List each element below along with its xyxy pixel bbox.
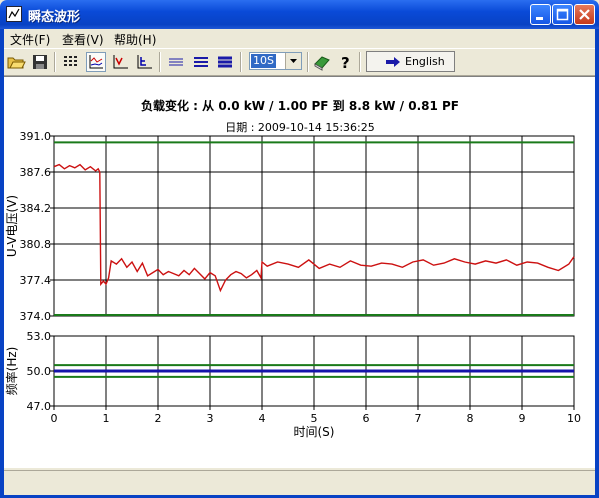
x-tick-label: 5 bbox=[311, 412, 318, 425]
svg-text:?: ? bbox=[341, 54, 350, 72]
chevron-down-icon[interactable] bbox=[285, 53, 301, 69]
table-icon[interactable] bbox=[61, 52, 81, 72]
x-tick-label: 4 bbox=[259, 412, 266, 425]
title-bar: 瞬态波形 bbox=[0, 0, 599, 29]
menu-bar: 文件(F) 查看(V) 帮助(H) bbox=[4, 29, 595, 47]
y-tick-label: 384.2 bbox=[20, 202, 52, 215]
x-tick-label: 6 bbox=[363, 412, 370, 425]
y-tick-label: 47.0 bbox=[27, 400, 52, 413]
line-thick-icon[interactable] bbox=[215, 52, 235, 72]
y-tick-label: 377.4 bbox=[20, 274, 52, 287]
menu-view[interactable]: 查看(V) bbox=[62, 33, 104, 47]
x-tick-label: 7 bbox=[415, 412, 422, 425]
toolbar-separator bbox=[54, 52, 56, 72]
x-tick-label: 2 bbox=[155, 412, 162, 425]
toolbar-separator bbox=[159, 52, 161, 72]
time-range-value: 10S bbox=[251, 54, 276, 68]
chart-volt-icon[interactable] bbox=[111, 52, 131, 72]
y-tick-label: 374.0 bbox=[20, 310, 52, 323]
status-bar bbox=[4, 470, 595, 495]
y-tick-label: 380.8 bbox=[20, 238, 52, 251]
chart-title: 负载变化 : 从 0.0 kW / 1.00 PF 到 8.8 kW / 0.8… bbox=[141, 98, 459, 113]
chart-area: 负载变化 : 从 0.0 kW / 1.00 PF 到 8.8 kW / 0.8… bbox=[4, 76, 595, 468]
book-icon[interactable] bbox=[312, 52, 332, 72]
line-medium-icon[interactable] bbox=[191, 52, 211, 72]
toolbar-separator bbox=[307, 52, 309, 72]
open-icon[interactable] bbox=[6, 52, 26, 72]
menu-help[interactable]: 帮助(H) bbox=[114, 33, 157, 47]
x-tick-label: 1 bbox=[103, 412, 110, 425]
x-tick-label: 0 bbox=[51, 412, 58, 425]
maximize-button[interactable] bbox=[552, 4, 573, 25]
toolbar-separator bbox=[240, 52, 242, 72]
window-frame bbox=[0, 29, 599, 498]
series-line-voltage bbox=[53, 163, 575, 293]
time-range-select[interactable]: 10S bbox=[249, 52, 302, 70]
x-tick-label: 10 bbox=[567, 412, 581, 425]
y-tick-label: 387.6 bbox=[20, 166, 52, 179]
x-tick-label: 9 bbox=[519, 412, 526, 425]
toolbar: 10S ? English bbox=[4, 48, 595, 76]
menu-file[interactable]: 文件(F) bbox=[10, 33, 51, 47]
y-axis-label-voltage: U-V电压(V) bbox=[5, 195, 19, 257]
x-tick-label: 8 bbox=[467, 412, 474, 425]
toolbar-separator bbox=[359, 52, 361, 72]
chart-freq-icon[interactable] bbox=[135, 52, 155, 72]
y-tick-label: 50.0 bbox=[27, 365, 52, 378]
y-tick-label: 391.0 bbox=[20, 130, 52, 143]
app-icon[interactable] bbox=[6, 6, 22, 22]
help-icon[interactable]: ? bbox=[336, 52, 356, 72]
line-thin-icon[interactable] bbox=[166, 52, 186, 72]
y-tick-label: 53.0 bbox=[27, 330, 52, 343]
x-axis-label: 时间(S) bbox=[294, 425, 335, 439]
window-title: 瞬态波形 bbox=[28, 10, 81, 25]
english-label: English bbox=[405, 55, 445, 68]
minimize-button[interactable] bbox=[530, 4, 551, 25]
x-tick-label: 3 bbox=[207, 412, 214, 425]
chart-date: 日期 : 2009-10-14 15:36:25 bbox=[225, 121, 375, 134]
save-icon[interactable] bbox=[30, 52, 50, 72]
english-button[interactable]: English bbox=[366, 51, 455, 72]
chart-multi-icon[interactable] bbox=[86, 52, 106, 72]
arrow-right-icon bbox=[386, 57, 400, 67]
y-axis-label-frequency: 频率(Hz) bbox=[4, 347, 19, 396]
close-button[interactable] bbox=[574, 4, 595, 25]
chart-canvas: 负载变化 : 从 0.0 kW / 1.00 PF 到 8.8 kW / 0.8… bbox=[4, 98, 581, 439]
